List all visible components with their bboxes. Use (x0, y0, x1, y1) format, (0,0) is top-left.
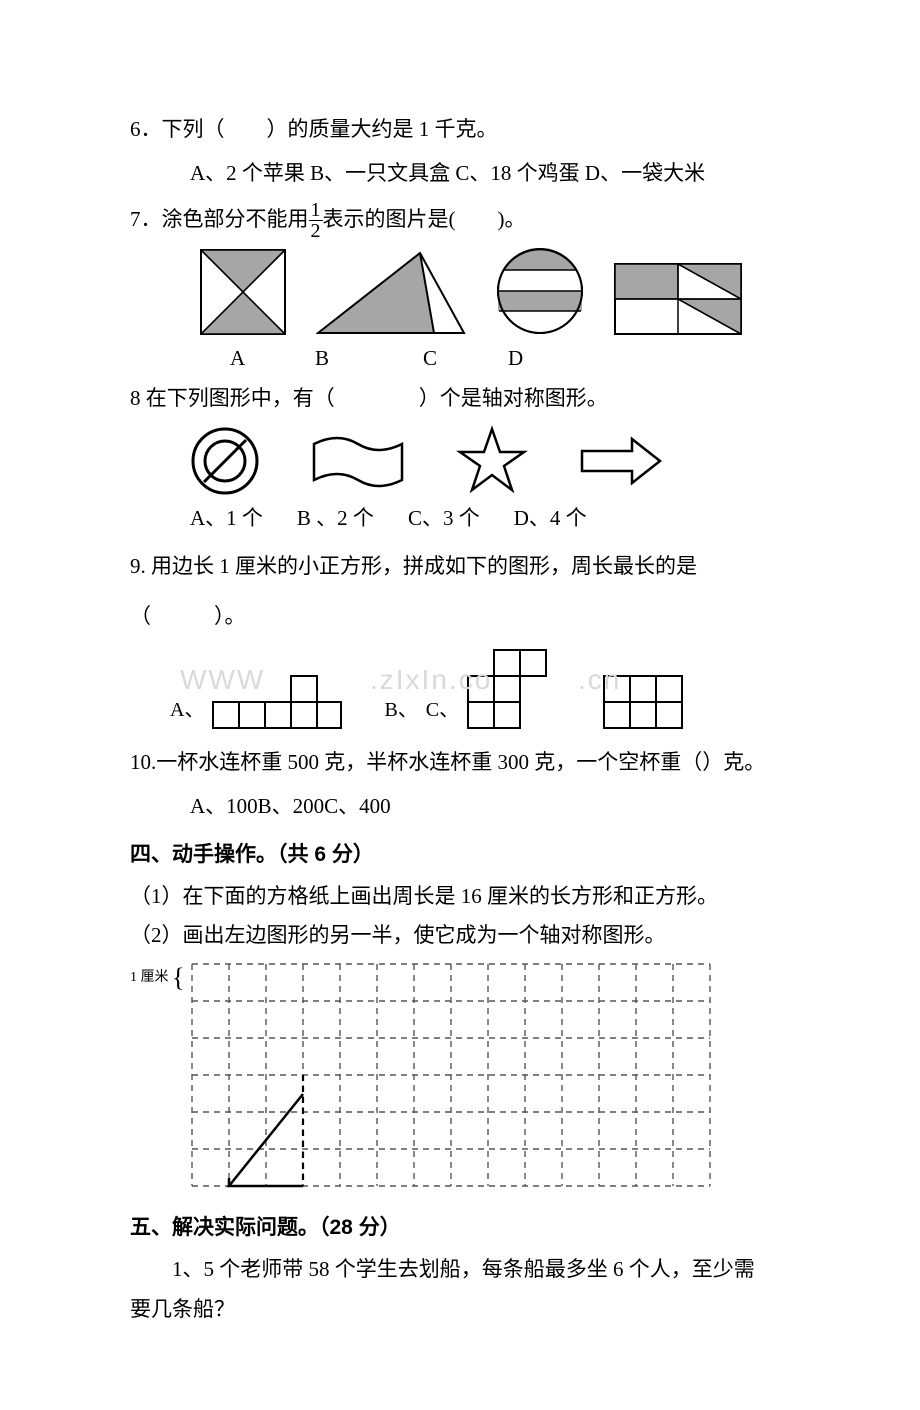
q7-figures (130, 247, 790, 335)
q9-fig-a (212, 675, 342, 729)
sec4-sub2: （2）画出左边图形的另一半，使它成为一个轴对称图形。 (130, 916, 790, 956)
sec5-q1-line2: 要几条船？ (130, 1290, 790, 1330)
q7-stem-prefix: 7．涂色部分不能用 (130, 207, 309, 231)
grid-paper (188, 960, 714, 1190)
question-9: 9. 用边长 1 厘米的小正方形，拼成如下的图形，周长最长的是 (130, 547, 790, 587)
grid-unit-label: 1 厘米 { (130, 962, 184, 993)
section-5-title: 五、解决实际问题。（28 分） (130, 1208, 790, 1248)
frac-num: 1 (309, 200, 323, 221)
q8-opt-d: D、4 个 (514, 499, 587, 539)
question-6: 6．下列（ ）的质量大约是 1 千克。 (130, 110, 790, 150)
q9-fig-c (603, 675, 683, 729)
grid-paper-wrap: 1 厘米 { (130, 960, 790, 1190)
q7-fig-c-circle (496, 247, 584, 335)
q10-options: A、100B、200C、400 (130, 787, 790, 827)
q9-figures: WWW .zIxIn.co .cn A、 B、 C、 (130, 649, 790, 729)
q6-stem-suffix: ）的质量大约是 1 千克。 (267, 117, 498, 141)
grid-unit-text: 1 厘米 (130, 970, 169, 985)
q8-opt-c: C、3 个 (408, 499, 480, 539)
q8-figures (130, 425, 790, 497)
q6-stem: 6．下列（ ）的质量大约是 1 千克。 (130, 117, 498, 141)
q8-opt-a: A、1 个 (190, 499, 263, 539)
q7-fig-b-triangle (316, 251, 466, 335)
brace-icon: { (172, 963, 184, 992)
q7-fig-a-square (200, 249, 286, 335)
question-7: 7．涂色部分不能用12表示的图片是( )。 (130, 200, 790, 242)
q9-stem-line1: 9. 用边长 1 厘米的小正方形，拼成如下的图形，周长最长的是 (130, 554, 697, 578)
q9-opt-b-label: B、 (384, 691, 417, 729)
frac-den: 2 (309, 221, 323, 241)
q9-stem-line2: （ ）。 (130, 597, 790, 637)
q6-stem-prefix: 6．下列（ (130, 117, 225, 141)
sec5-q1-line1: 1、5 个老师带 58 个学生去划船，每条船最多坐 6 个人，至少需 (130, 1250, 790, 1290)
q8-options: A、1 个 B 、2 个 C、3 个 D、4 个 (130, 499, 790, 539)
q8-fig-star-icon (456, 425, 528, 497)
q7-stem-suffix: 表示的图片是( )。 (323, 207, 526, 231)
q6-options: A、2 个苹果 B、一只文具盒 C、18 个鸡蛋 D、一袋大米 (130, 154, 790, 194)
question-8: 8 在下列图形中，有（ ）个是轴对称图形。 (130, 379, 790, 419)
fraction-half: 12 (309, 200, 323, 241)
q8-opt-b: B 、2 个 (297, 499, 374, 539)
q8-fig-arrow-icon (578, 435, 664, 487)
question-10: 10.一杯水连杯重 500 克，半杯水连杯重 300 克，一个空杯重（）克。 (130, 743, 790, 783)
q9-fig-b (467, 649, 547, 729)
q7-option-labels: A B C D (130, 339, 790, 379)
q6-blank (225, 117, 267, 141)
q8-fig-flag-icon (310, 430, 406, 492)
q9-opt-a-label: A、 (170, 691, 204, 729)
sec4-sub1: （1）在下面的方格纸上画出周长是 16 厘米的长方形和正方形。 (130, 877, 790, 917)
q9-opt-c-label: C、 (426, 691, 459, 729)
section-4-title: 四、动手操作。（共 6 分） (130, 835, 790, 875)
q8-fig-nosmoking-icon (190, 426, 260, 496)
q7-fig-d-rect (614, 263, 742, 335)
